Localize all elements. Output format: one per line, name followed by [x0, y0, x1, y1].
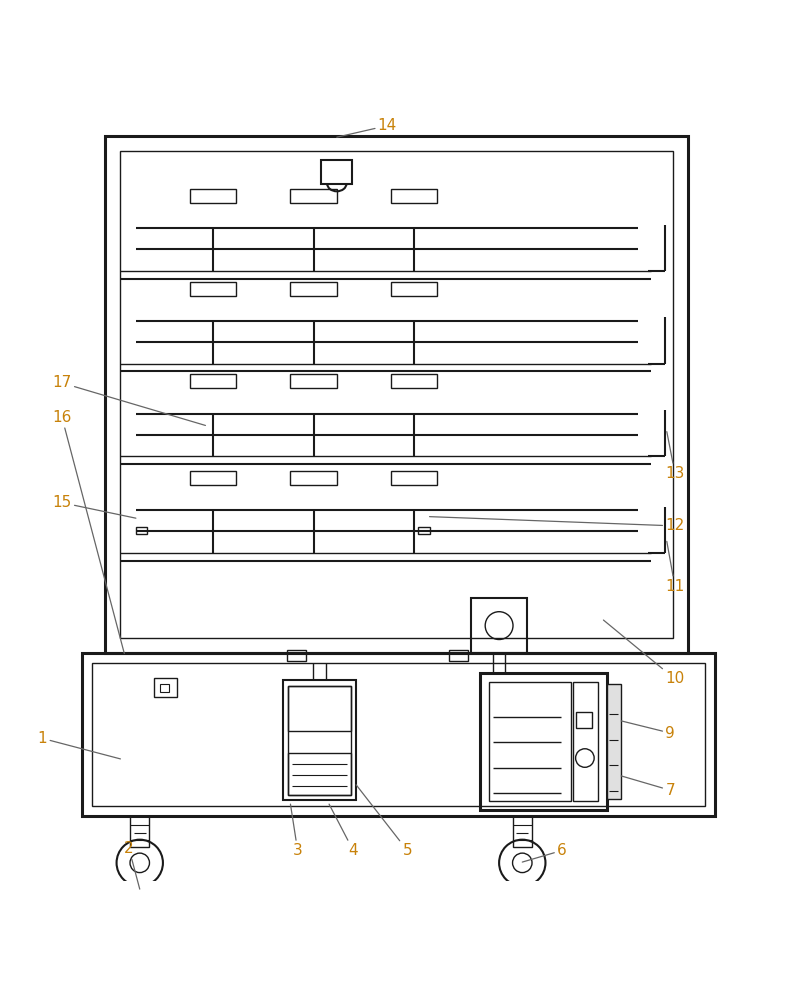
Bar — [105, 136, 688, 653]
Bar — [391, 374, 437, 388]
Bar — [471, 598, 527, 653]
Bar — [287, 650, 306, 661]
Bar — [190, 189, 237, 203]
Bar — [92, 663, 705, 806]
Text: 3: 3 — [291, 804, 303, 858]
Bar — [391, 471, 437, 485]
Text: 12: 12 — [430, 517, 684, 533]
Text: 13: 13 — [665, 432, 684, 481]
Text: 11: 11 — [665, 541, 684, 594]
Bar — [288, 753, 351, 795]
Bar — [418, 527, 430, 534]
Text: 9: 9 — [621, 721, 675, 741]
Bar — [449, 650, 469, 661]
Bar — [572, 682, 598, 801]
Bar — [82, 653, 716, 816]
Bar — [130, 816, 150, 847]
Bar — [190, 374, 237, 388]
Bar — [288, 686, 351, 731]
Bar — [190, 282, 237, 296]
Bar — [513, 816, 532, 847]
Text: 17: 17 — [52, 375, 205, 425]
Bar — [391, 189, 437, 203]
Text: 2: 2 — [124, 841, 140, 889]
Text: 7: 7 — [621, 776, 675, 798]
Bar — [480, 673, 607, 810]
Bar — [291, 374, 336, 388]
Bar — [160, 684, 169, 692]
Bar — [154, 678, 177, 697]
Text: 4: 4 — [329, 804, 358, 858]
Bar — [576, 712, 592, 728]
Text: 14: 14 — [336, 118, 397, 137]
Bar — [283, 680, 356, 800]
Bar — [291, 282, 336, 296]
Text: 5: 5 — [356, 785, 412, 858]
Bar — [288, 686, 351, 795]
Bar — [121, 151, 673, 638]
Bar — [489, 682, 571, 801]
Bar — [190, 471, 237, 485]
Bar — [607, 684, 621, 799]
Bar — [321, 160, 353, 184]
Text: 6: 6 — [522, 843, 567, 862]
Text: 10: 10 — [604, 620, 684, 686]
Bar — [291, 189, 336, 203]
Bar — [391, 282, 437, 296]
Bar — [291, 471, 336, 485]
Bar — [136, 527, 147, 534]
Text: 15: 15 — [52, 495, 136, 518]
Text: 16: 16 — [52, 410, 124, 653]
Text: 1: 1 — [38, 731, 121, 759]
